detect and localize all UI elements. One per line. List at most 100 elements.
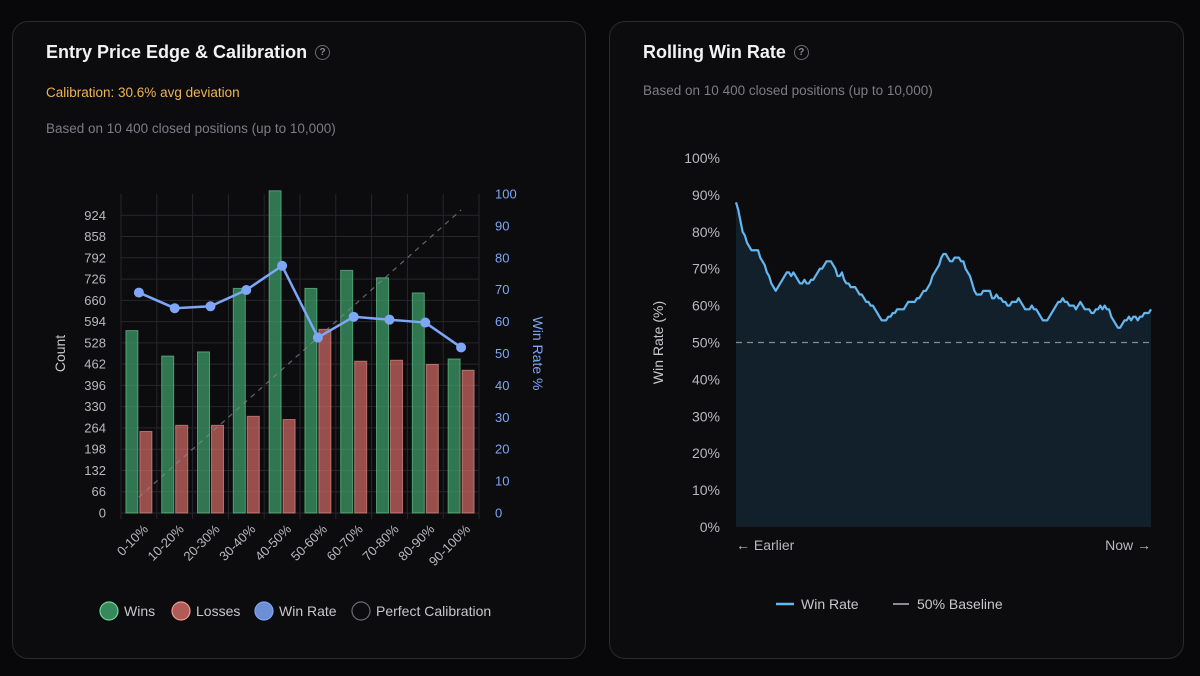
x-tick-label: 10-20% [145, 521, 188, 564]
y-tick-label: 594 [84, 314, 106, 329]
y-tick-label: 80% [692, 224, 720, 240]
legend-swatch [171, 601, 191, 621]
legend-label: Losses [196, 603, 240, 619]
y-tick-label: 10% [692, 482, 720, 498]
y-tick-label: 528 [84, 335, 106, 350]
bar-wins [411, 292, 425, 514]
y-tick-label: 40% [692, 371, 720, 387]
bar-wins [232, 287, 246, 514]
y-tick-label: 100% [684, 150, 720, 166]
legend-label: 50% Baseline [917, 596, 1003, 612]
rolling-win-rate-chart: 0% 10% 20% 30% 40% 50% 60% 70% 80% 90% 100% Win Rat… [650, 150, 1152, 612]
y-tick-label: 20% [692, 445, 720, 461]
perfect-calibration-line [138, 209, 462, 498]
x-tick-label: 70-80% [359, 521, 402, 564]
bar-losses [139, 430, 153, 514]
legend-label: Win Rate [801, 596, 859, 612]
bar-losses [354, 360, 368, 514]
x-tick-label: 60-70% [324, 521, 367, 564]
win-rate-point [384, 314, 395, 325]
x-label-now: Now → [1105, 537, 1151, 553]
win-rate-point [205, 301, 216, 312]
y2-tick-label: 10 [495, 474, 509, 489]
y-tick-label: 30% [692, 408, 720, 424]
y-tick-label: 66 [92, 484, 106, 499]
bar-losses [211, 424, 224, 514]
bar-losses [246, 415, 260, 514]
y-axis-title: Win Rate (%) [650, 301, 666, 384]
y2-tick-label: 60 [495, 314, 509, 329]
y-tick-label: 198 [84, 442, 106, 457]
win-rate-area [736, 202, 1151, 527]
left-card-subtitle: Based on 10 400 closed positions (up to … [46, 121, 336, 136]
rolling-win-rate-title: Rolling Win Rate [643, 42, 786, 62]
y-tick-label: 858 [84, 229, 106, 244]
y-tick-label: 0% [700, 519, 720, 535]
x-tick-label: 50-60% [288, 521, 331, 564]
bar-wins [304, 287, 318, 514]
question-circle-icon[interactable]: ? [315, 45, 331, 60]
bar-losses [425, 363, 439, 514]
y2-tick-label: 30 [495, 410, 509, 425]
y-tick-label: 726 [84, 272, 106, 287]
calibration-deviation: Calibration: 30.6% avg deviation [46, 85, 240, 100]
y-tick-label: 924 [84, 208, 106, 223]
y2-tick-label: 100 [495, 187, 517, 202]
entry-price-chart: 0 66 132 198 264 330 396 462 528 594 660 726 792 858 9… [52, 187, 546, 621]
y2-tick-label: 90 [495, 218, 509, 233]
y-tick-label: 70% [692, 261, 720, 277]
x-tick-label: 20-30% [180, 521, 223, 564]
win-rate-point [312, 332, 323, 343]
win-rate-point [241, 285, 252, 296]
bar-wins [125, 330, 139, 514]
legend-label: Wins [124, 603, 155, 619]
y2-tick-label: 80 [495, 250, 509, 265]
rolling-win-rate-card: Rolling Win Rate ? Based on 10 400 close… [609, 21, 1184, 659]
win-rate-line [138, 263, 462, 349]
win-rate-point [420, 317, 431, 328]
y-tick-label: 660 [84, 293, 106, 308]
bar-losses [282, 419, 296, 514]
question-circle-icon[interactable]: ? [793, 45, 809, 60]
y-tick-label: 50% [692, 335, 720, 351]
x-tick-label: 40-50% [252, 521, 295, 564]
y2-tick-label: 50 [495, 346, 509, 361]
y-tick-label: 792 [84, 250, 106, 265]
win-rate-point [133, 287, 144, 298]
y-tick-label: 462 [84, 357, 106, 372]
bar-wins [161, 355, 175, 514]
bar-wins [197, 351, 210, 514]
win-rate-point [456, 342, 467, 353]
legend-swatch [254, 601, 274, 621]
y2-tick-label: 0 [495, 506, 502, 521]
win-rate-line [734, 201, 1152, 329]
right-card-subtitle: Based on 10 400 closed positions (up to … [643, 83, 933, 98]
y-tick-label: 396 [84, 378, 106, 393]
bar-losses [461, 369, 475, 514]
bar-losses [318, 328, 332, 514]
x-label-earlier: ← Earlier [736, 537, 795, 553]
entry-price-edge-title: Entry Price Edge & Calibration [46, 42, 308, 62]
bar-wins [447, 358, 461, 514]
legend-swatch [351, 601, 371, 621]
y2-tick-label: 70 [495, 282, 509, 297]
bar-losses [390, 359, 403, 514]
legend-label: Win Rate [279, 603, 337, 619]
y-tick-label: 90% [692, 187, 720, 203]
win-rate-point [277, 260, 288, 271]
y-tick-label: 60% [692, 298, 720, 314]
legend-swatch [99, 601, 119, 621]
y2-tick-label: 20 [495, 442, 509, 457]
bar-losses [175, 424, 189, 514]
y-tick-label: 330 [84, 399, 106, 414]
y2-axis-title: Win Rate % [530, 317, 546, 391]
y-tick-label: 0 [99, 506, 106, 521]
entry-price-edge-title-row: Entry Price Edge & Calibration ? [46, 42, 331, 63]
bar-wins [376, 277, 389, 514]
bar-wins [340, 269, 354, 514]
win-rate-point [348, 311, 359, 322]
y-tick-label: 264 [84, 420, 106, 435]
y2-tick-label: 40 [495, 378, 509, 393]
win-rate-point [169, 303, 180, 314]
y-tick-label: 132 [84, 463, 106, 478]
